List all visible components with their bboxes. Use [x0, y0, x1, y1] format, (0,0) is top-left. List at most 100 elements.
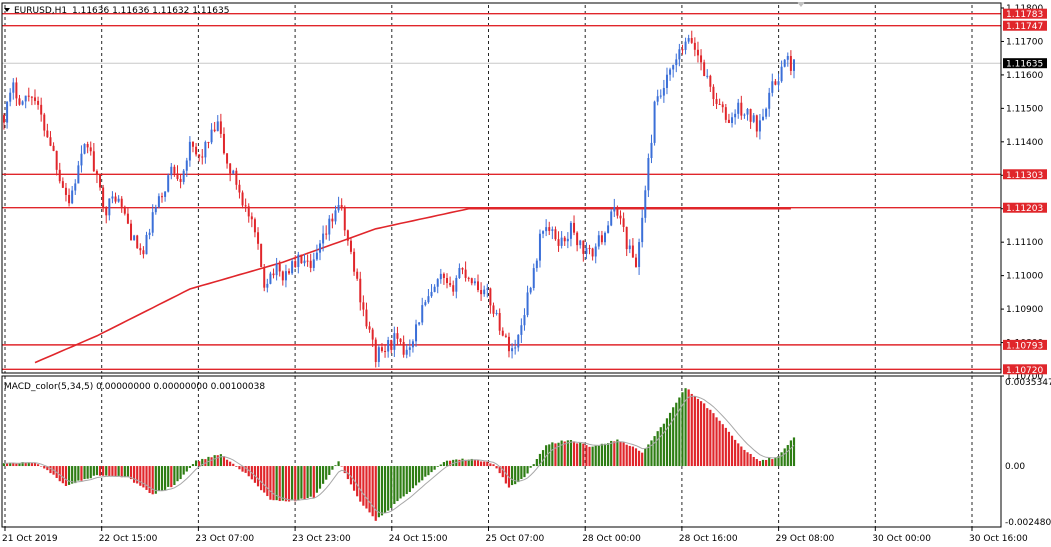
macd-bar [151, 466, 154, 495]
macd-bar [768, 458, 771, 467]
macd-bar [541, 450, 545, 467]
macd-bar [108, 466, 111, 477]
macd-bar [133, 466, 136, 483]
macd-bar [33, 462, 37, 467]
candle-body [402, 341, 405, 355]
candle-body [40, 104, 43, 115]
candle-body [71, 190, 74, 204]
candle-body [15, 82, 18, 99]
macd-bar [160, 466, 164, 491]
macd-bar [300, 466, 303, 499]
macd-bar [644, 448, 647, 467]
macd-bar [64, 466, 68, 486]
price-tick-label: 1.10700 [1006, 372, 1043, 382]
candle-body [133, 235, 136, 241]
time-tick-label: 22 Oct 15:00 [99, 534, 158, 544]
candle-body [461, 268, 464, 270]
macd-bar [789, 440, 792, 467]
time-tick-label: 29 Oct 08:00 [776, 534, 835, 544]
candle-body [37, 100, 40, 105]
macd-bar [210, 457, 213, 467]
candle-body [195, 146, 198, 155]
candle-body [328, 218, 331, 235]
macd-bar [40, 466, 43, 467]
candle-body [684, 41, 687, 50]
macd-bar [427, 466, 430, 476]
dropdown-triangle-icon[interactable] [4, 8, 10, 12]
macd-bar [77, 466, 80, 481]
candle-body [362, 302, 365, 310]
candle-body [650, 142, 653, 159]
macd-bar [467, 459, 470, 467]
time-tick-label: 28 Oct 00:00 [582, 534, 641, 544]
macd-bar [699, 401, 703, 467]
candle-body [557, 239, 560, 246]
candle-body [43, 114, 46, 131]
macd-bar [352, 466, 356, 491]
macd-bar [721, 424, 724, 467]
candle-body [594, 246, 597, 257]
macd-bar [232, 463, 235, 467]
macd-bar [359, 466, 362, 502]
macd-bar [591, 446, 594, 467]
macd-bar [492, 464, 495, 467]
level-badge-label: 1.10793 [1006, 341, 1043, 351]
candle-body [777, 81, 780, 85]
macd-bar [690, 393, 693, 467]
macd-bar [678, 397, 681, 467]
candle-body [662, 87, 665, 96]
candle-body [613, 207, 616, 212]
candle-body [201, 156, 204, 158]
candle-body [229, 163, 232, 174]
candle-body [241, 192, 244, 206]
candle-body [659, 95, 662, 97]
macd-bar [275, 466, 278, 501]
macd-bar [408, 466, 411, 492]
candle-body [244, 205, 247, 207]
candle-body [783, 59, 786, 67]
candle-body [213, 129, 216, 132]
macd-bar [67, 466, 71, 485]
macd-bar [622, 442, 625, 467]
macd-bar [433, 466, 436, 470]
macd-zero-value: 0.00 [1005, 462, 1025, 472]
time-tick-label: 24 Oct 15:00 [389, 534, 448, 544]
moving-average [34, 207, 791, 364]
candle-body [467, 277, 470, 279]
current-price-badge [1003, 58, 1047, 69]
candle-body [464, 269, 467, 278]
candle-body [433, 286, 436, 292]
macd-bar [650, 440, 653, 467]
candle-body [232, 170, 235, 174]
macd-bar [504, 466, 507, 484]
candle-body [470, 278, 473, 284]
candle-body [582, 240, 585, 254]
candle-body [579, 240, 582, 246]
macd-bar [526, 466, 529, 474]
candle-body [288, 271, 291, 274]
candle-body [257, 232, 260, 244]
candle-body [191, 141, 194, 147]
macd-bar [418, 466, 421, 483]
candle-body [353, 251, 356, 272]
macd-bar [743, 449, 746, 467]
macd-bar [774, 457, 777, 467]
macd-bar [284, 466, 288, 502]
candle-body [61, 181, 64, 188]
macd-bar [634, 448, 638, 467]
ohlc-label: 1.11636 1.11636 1.11632 1.11635 [72, 6, 229, 16]
macd-bar [563, 441, 566, 467]
macd-bar [315, 466, 318, 493]
candle-body [226, 153, 229, 164]
candle-body [529, 287, 532, 293]
candle-body [3, 115, 5, 123]
candle-body [18, 98, 21, 105]
macd-bar [21, 462, 24, 467]
candle-body [489, 288, 492, 306]
time-tick-label: 25 Oct 07:00 [486, 534, 545, 544]
macd-bar [235, 466, 238, 467]
candle-body [343, 207, 346, 231]
shift-marker-icon[interactable] [797, 2, 805, 7]
macd-bar [157, 466, 160, 492]
candle-body [170, 166, 173, 176]
